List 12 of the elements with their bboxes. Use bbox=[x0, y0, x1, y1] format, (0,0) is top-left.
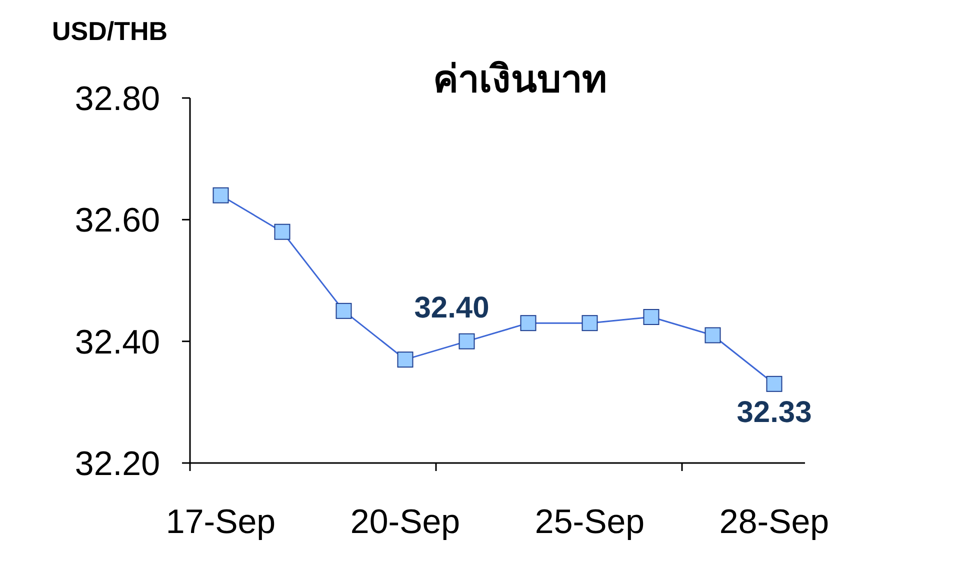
chart-title: ค่าเงินบาท bbox=[433, 59, 607, 101]
y-tick-label: 32.20 bbox=[74, 445, 160, 483]
y-tick-label: 32.80 bbox=[74, 80, 160, 118]
y-tick-label: 32.60 bbox=[74, 202, 160, 240]
x-tick-label: 20-Sep bbox=[350, 503, 460, 541]
y-tick-label: 32.40 bbox=[74, 323, 160, 362]
x-tick-label: 28-Sep bbox=[719, 503, 830, 541]
x-tick-label: 25-Sep bbox=[534, 503, 645, 541]
data-label: 32.33 bbox=[736, 396, 812, 429]
y-axis-title: USD/THB bbox=[52, 16, 168, 46]
x-tick-label: 17-Sep bbox=[166, 503, 276, 541]
data-label: 32.40 bbox=[414, 291, 490, 324]
